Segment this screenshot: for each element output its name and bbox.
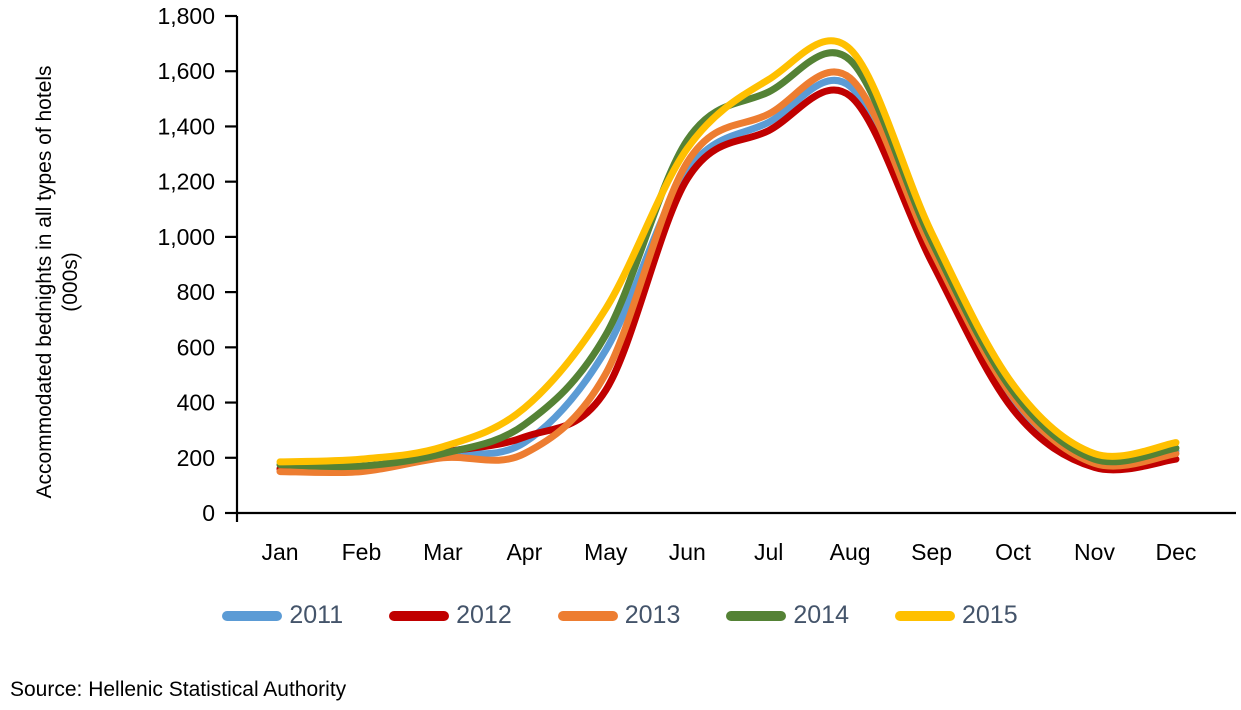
legend-item-2015: 2015 <box>895 601 1018 630</box>
legend-item-2011: 2011 <box>222 601 343 630</box>
x-tick-label: May <box>584 539 628 565</box>
x-tick-label: Oct <box>995 539 1031 565</box>
series-line-2011 <box>276 76 1180 473</box>
x-tick-label: Feb <box>342 539 382 565</box>
legend-swatch-2014 <box>726 610 787 621</box>
x-tick-label: Jun <box>669 539 706 565</box>
legend-label-2013: 2013 <box>624 601 681 629</box>
series-line-2014 <box>276 49 1180 471</box>
legend-label-2014: 2014 <box>793 601 849 629</box>
x-tick-label: Mar <box>423 539 463 565</box>
y-tick-label: 600 <box>177 334 215 360</box>
legend-item-2014: 2014 <box>726 601 849 630</box>
legend-swatch-2012 <box>389 610 450 621</box>
x-tick-label: Apr <box>506 539 542 565</box>
series-line-2015 <box>276 37 1180 466</box>
y-tick-label: 1,200 <box>157 169 215 195</box>
y-tick-label: 400 <box>177 390 215 416</box>
legend-label-2011: 2011 <box>289 601 344 629</box>
y-tick-label: 1,600 <box>157 58 215 84</box>
legend-label-2012: 2012 <box>456 601 512 629</box>
source-note: Source: Hellenic Statistical Authority <box>10 678 347 701</box>
y-tick-label: 800 <box>177 279 215 305</box>
x-tick-label: Jul <box>754 539 783 565</box>
series-line-2013 <box>276 68 1180 477</box>
y-tick-label: 1,400 <box>157 113 215 139</box>
legend-swatch-2013 <box>557 610 618 621</box>
x-tick-label: Aug <box>830 539 871 565</box>
y-tick-label: 1,000 <box>157 224 215 250</box>
series-line-2012 <box>276 86 1180 474</box>
legend-item-2013: 2013 <box>557 601 681 630</box>
x-tick-label: Jan <box>261 539 298 565</box>
y-tick-label: 1,800 <box>157 3 215 29</box>
x-tick-label: Sep <box>911 539 952 565</box>
legend-swatch-2011 <box>222 610 283 621</box>
x-tick-label: Dec <box>1155 539 1196 565</box>
x-tick-label: Nov <box>1074 539 1115 565</box>
chart-legend: 2011 2012 2013 2014 2015 <box>185 601 1055 630</box>
y-tick-label: 0 <box>202 500 215 526</box>
legend-swatch-2015 <box>895 610 955 621</box>
y-tick-label: 200 <box>177 445 215 471</box>
legend-label-2015: 2015 <box>962 601 1018 629</box>
legend-item-2012: 2012 <box>389 601 512 630</box>
